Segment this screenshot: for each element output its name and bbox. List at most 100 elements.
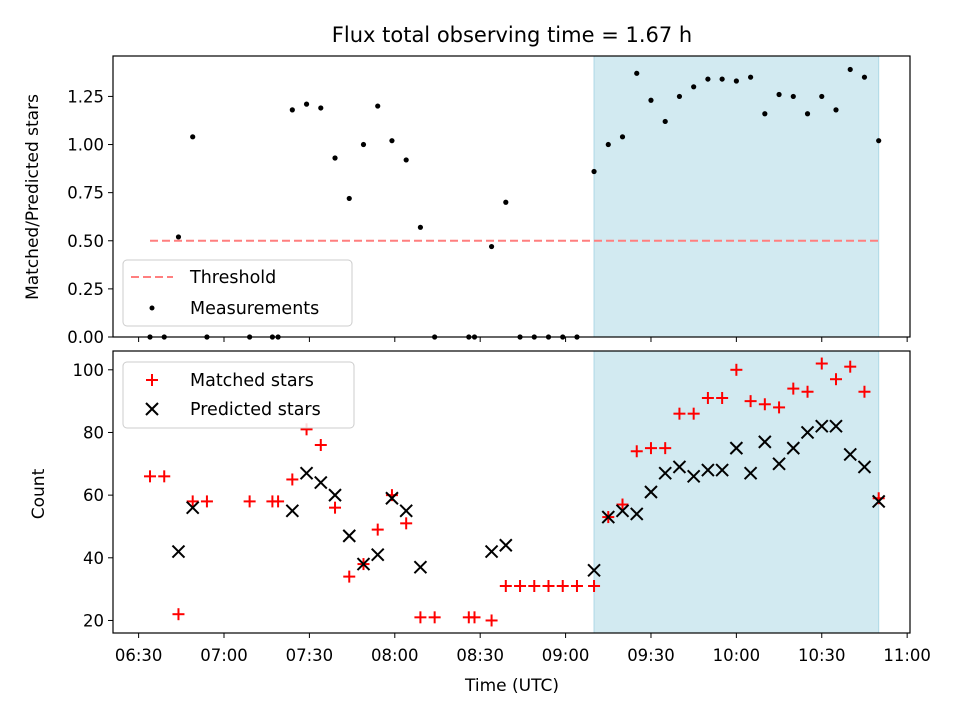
x-tick-label: 10:00 — [713, 646, 761, 665]
predicted-stars-point — [342, 529, 356, 543]
shaded-span — [593, 350, 880, 634]
top-y-axis-label: Matched/Predicted stars — [23, 94, 43, 300]
measurement-point — [861, 74, 868, 80]
predicted-stars-point — [672, 460, 687, 474]
matched-stars-point — [468, 611, 481, 624]
x-tick-label: 09:00 — [542, 646, 590, 665]
measurement-point — [733, 78, 739, 84]
matched-stars-point — [744, 395, 757, 408]
measurement-point — [417, 224, 424, 230]
matched-stars-point — [758, 398, 771, 411]
matched-stars-point — [272, 495, 285, 508]
measurement-point — [360, 141, 367, 148]
matched-stars-point — [200, 495, 213, 508]
measurement-point — [332, 155, 338, 161]
measurement-point — [488, 243, 495, 250]
matched-stars-point — [243, 495, 256, 508]
matched-stars-point — [716, 392, 729, 404]
measurement-point — [605, 141, 611, 148]
x-axis-label: Time (UTC) — [464, 676, 559, 696]
matched-stars-point — [528, 580, 541, 592]
matched-stars-point — [144, 470, 157, 483]
x-tick-label: 09:30 — [627, 646, 675, 665]
measurement-point — [318, 105, 324, 111]
matched-stars-point — [570, 580, 583, 592]
predicted-stars-point — [285, 504, 300, 518]
predicted-stars-point — [499, 538, 513, 552]
measurement-point — [719, 76, 725, 82]
predicted-stars-point — [484, 544, 499, 559]
plot-frame — [112, 350, 911, 634]
y-tick-label: 100 — [73, 361, 105, 380]
measurement-point — [403, 157, 409, 163]
matched-stars-point — [801, 385, 814, 398]
top-legend: Threshold Measurements — [122, 259, 353, 327]
measurement-point — [503, 199, 509, 205]
measurement-point — [303, 101, 310, 107]
matched-stars-point — [542, 580, 555, 592]
matched-stars-point — [616, 498, 629, 511]
x-tick-label: 08:30 — [456, 646, 504, 665]
predicted-stars-point — [743, 466, 758, 480]
predicted-legend-swatch — [145, 402, 159, 416]
matched-stars-point — [701, 392, 714, 404]
predicted-stars-point — [786, 441, 801, 455]
predicted-stars-point — [644, 485, 658, 499]
predicted-stars-point — [615, 504, 630, 518]
matched-stars-point — [485, 614, 498, 627]
matched-stars-point — [687, 407, 700, 420]
shaded-span — [593, 55, 880, 338]
top-panel: 0.00 0.25 0.50 0.75 1.00 1.25 — [67, 55, 911, 347]
matched-stars-point — [428, 611, 441, 624]
figure-title: Flux total observing time = 1.67 h — [332, 23, 692, 47]
y-tick-label: 20 — [83, 611, 104, 630]
predicted-stars-point — [328, 488, 342, 502]
top-legend-frame — [122, 259, 353, 327]
matched-stars-point — [815, 357, 828, 370]
predicted-stars-point — [686, 469, 701, 484]
matched-stars-point — [673, 407, 686, 420]
matched-stars-point — [730, 363, 743, 376]
measurement-point — [648, 97, 654, 103]
predicted-stars-point — [772, 457, 786, 471]
plot-frame — [112, 55, 911, 338]
predicted-stars-point — [385, 491, 399, 505]
measurement-point — [190, 134, 196, 140]
y-tick-label: 0.75 — [67, 184, 104, 203]
y-tick-label: 60 — [83, 486, 104, 505]
predicted-stars-point — [829, 419, 843, 433]
matched-stars-point — [858, 385, 871, 398]
measurement-point — [804, 111, 811, 117]
measurements-legend-swatch — [149, 305, 155, 311]
x-tick-label: 08:00 — [371, 646, 419, 665]
measurement-point — [790, 93, 796, 100]
matched-stars-point — [829, 373, 842, 386]
measurement-point — [375, 103, 381, 109]
bottom-legend-frame — [122, 361, 355, 429]
predicted-stars-point — [299, 466, 314, 480]
matched-stars-point — [314, 439, 327, 451]
matched-stars-point — [630, 445, 643, 458]
measurement-point — [346, 195, 352, 202]
y-tick-label: 0.25 — [67, 280, 104, 299]
measurement-point — [819, 93, 825, 100]
predicted-stars-point — [171, 544, 186, 559]
y-tick-label: 40 — [83, 549, 104, 568]
y-tick-label: 1.25 — [67, 87, 104, 106]
matched-stars-point — [644, 442, 657, 455]
predicted-stars-point — [601, 510, 615, 524]
y-tick-label: 1.00 — [67, 136, 104, 155]
predicted-stars-point — [587, 563, 601, 578]
x-tick-label: 07:00 — [200, 646, 248, 665]
predicted-stars-point — [871, 494, 886, 509]
predicted-stars-point — [815, 419, 829, 433]
matched-stars-point — [844, 360, 857, 373]
predicted-stars-point — [399, 504, 413, 518]
y-tick-label: 0.00 — [67, 328, 104, 347]
measurement-point — [776, 91, 782, 98]
matched-stars-point — [787, 382, 800, 395]
matched-stars-point — [514, 580, 527, 592]
predicted-stars-point — [630, 507, 644, 521]
matched-stars-point — [588, 580, 601, 592]
